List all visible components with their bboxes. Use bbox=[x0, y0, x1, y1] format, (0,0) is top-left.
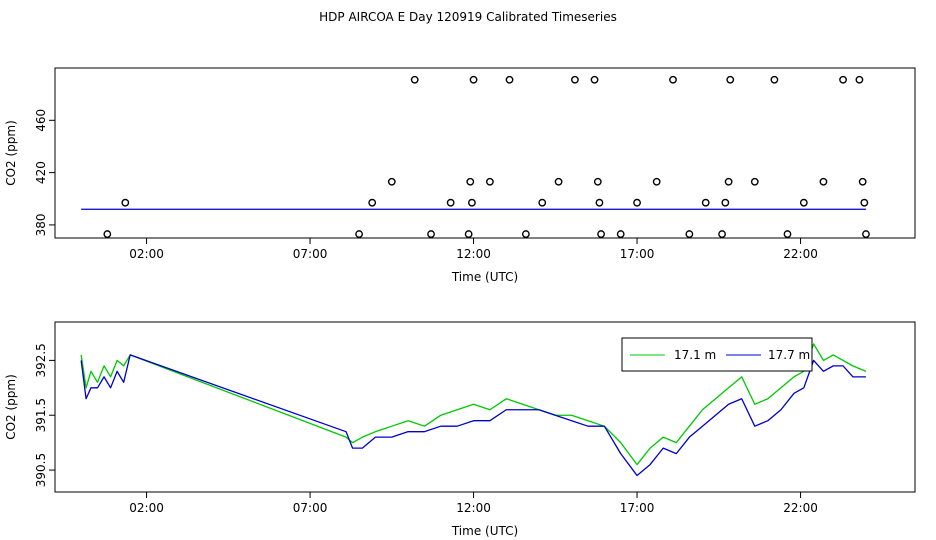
legend-label-blue: 17.7 m bbox=[768, 348, 810, 362]
data-point bbox=[387, 177, 396, 186]
data-point bbox=[554, 177, 563, 186]
legend: 17.1 m 17.7 m bbox=[621, 337, 813, 372]
data-point bbox=[590, 75, 599, 84]
data-point bbox=[616, 230, 625, 238]
bottom-panel-x-axis: 02:00 07:00 12:00 17:00 22:00 bbox=[129, 492, 818, 515]
data-point bbox=[633, 198, 641, 207]
figure-title: HDP AIRCOA E Day 120919 Calibrated Times… bbox=[319, 10, 617, 24]
x-tick-label: 02:00 bbox=[129, 501, 164, 515]
y-tick-label: 420 bbox=[34, 161, 48, 184]
data-point bbox=[862, 230, 870, 238]
data-point bbox=[724, 177, 733, 186]
data-point bbox=[446, 198, 455, 207]
data-point bbox=[858, 177, 867, 186]
data-point bbox=[726, 75, 735, 84]
data-point bbox=[121, 198, 130, 207]
data-point bbox=[669, 75, 677, 84]
data-point bbox=[721, 198, 730, 207]
top-panel-x-axis: 02:00 07:00 12:00 17:00 22:00 bbox=[129, 238, 818, 261]
x-tick-label: 07:00 bbox=[293, 501, 328, 515]
top-panel-points bbox=[103, 75, 870, 238]
data-point bbox=[770, 75, 779, 84]
top-panel: 02:00 07:00 12:00 17:00 22:00 380 420 460 Time… bbox=[4, 67, 916, 284]
data-point bbox=[860, 198, 869, 207]
data-point bbox=[469, 75, 478, 84]
bottom-panel-x-label: Time (UTC) bbox=[451, 524, 518, 538]
data-point bbox=[355, 230, 364, 238]
y-tick-label: 390.5 bbox=[34, 453, 48, 487]
data-point bbox=[468, 198, 476, 207]
data-point bbox=[819, 177, 828, 186]
x-tick-label: 17:00 bbox=[620, 501, 655, 515]
x-tick-label: 12:00 bbox=[456, 501, 491, 515]
top-panel-y-axis: 380 420 460 bbox=[34, 109, 55, 236]
data-point bbox=[839, 75, 847, 84]
top-panel-frame bbox=[54, 67, 916, 239]
data-point bbox=[799, 198, 808, 207]
series-line-blue bbox=[80, 354, 866, 477]
bottom-panel-frame bbox=[54, 321, 916, 493]
data-point bbox=[750, 177, 759, 186]
bottom-panel-y-label: CO2 (ppm) bbox=[4, 374, 18, 440]
data-point bbox=[593, 177, 602, 186]
data-point bbox=[521, 230, 530, 238]
data-point bbox=[597, 230, 605, 238]
data-point bbox=[464, 230, 473, 238]
data-point bbox=[571, 75, 579, 84]
data-point bbox=[718, 230, 726, 238]
bottom-panel-series-lines bbox=[80, 343, 867, 477]
data-point bbox=[701, 198, 710, 207]
data-point bbox=[505, 75, 514, 84]
y-tick-label: 392.5 bbox=[34, 343, 48, 377]
data-point bbox=[783, 230, 792, 238]
data-point bbox=[652, 177, 661, 186]
top-panel-x-label: Time (UTC) bbox=[451, 270, 518, 284]
data-point bbox=[855, 75, 864, 84]
data-point bbox=[103, 230, 112, 238]
data-point bbox=[427, 230, 435, 238]
x-tick-label: 22:00 bbox=[783, 501, 818, 515]
y-tick-label: 380 bbox=[34, 213, 48, 236]
y-tick-label: 460 bbox=[34, 109, 48, 132]
data-point bbox=[410, 75, 419, 84]
data-point bbox=[486, 177, 494, 186]
bottom-panel-y-axis: 390.5 391.5 392.5 bbox=[34, 343, 55, 487]
x-tick-label: 17:00 bbox=[620, 247, 655, 261]
x-tick-label: 07:00 bbox=[293, 247, 328, 261]
bottom-panel: 02:00 07:00 12:00 17:00 22:00 390.5 391.5 392.… bbox=[4, 321, 916, 538]
data-point bbox=[538, 198, 547, 207]
x-tick-label: 12:00 bbox=[456, 247, 491, 261]
data-point bbox=[466, 177, 475, 186]
data-point bbox=[368, 198, 377, 207]
y-tick-label: 391.5 bbox=[34, 398, 48, 432]
top-panel-y-label: CO2 (ppm) bbox=[4, 120, 18, 186]
x-tick-label: 02:00 bbox=[129, 247, 164, 261]
x-tick-label: 22:00 bbox=[783, 247, 818, 261]
data-point bbox=[595, 198, 604, 207]
legend-label-green: 17.1 m bbox=[674, 348, 716, 362]
data-point bbox=[685, 230, 694, 238]
